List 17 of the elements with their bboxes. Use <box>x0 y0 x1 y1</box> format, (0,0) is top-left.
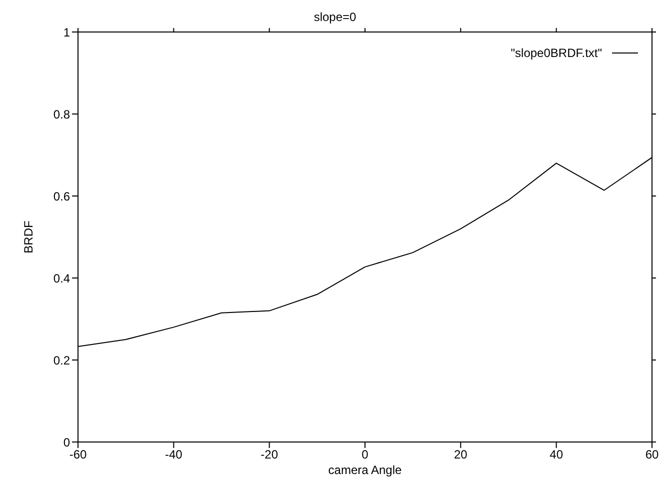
legend-label: "slope0BRDF.txt" <box>510 46 602 60</box>
x-tick-label: 0 <box>362 448 369 462</box>
y-tick-label: 0.6 <box>53 189 70 204</box>
y-tick-label: 0.8 <box>53 107 70 122</box>
chart-title: slope=0 <box>312 10 358 24</box>
y-axis-title: BRDF <box>21 220 36 254</box>
y-tick-label: 1 <box>63 25 70 40</box>
y-tick-label: 0 <box>63 435 70 450</box>
x-tick-label: -20 <box>260 448 278 462</box>
x-tick-label: 60 <box>645 448 659 462</box>
x-axis-title: camera Angle <box>328 463 402 477</box>
x-tick-label: 40 <box>550 448 564 462</box>
x-tick-label: -60 <box>69 448 87 462</box>
y-tick-label: 0.4 <box>53 271 70 286</box>
x-tick-label: -40 <box>164 448 183 462</box>
y-tick-label: 0.2 <box>53 353 70 368</box>
x-tick-label: 20 <box>454 448 468 462</box>
